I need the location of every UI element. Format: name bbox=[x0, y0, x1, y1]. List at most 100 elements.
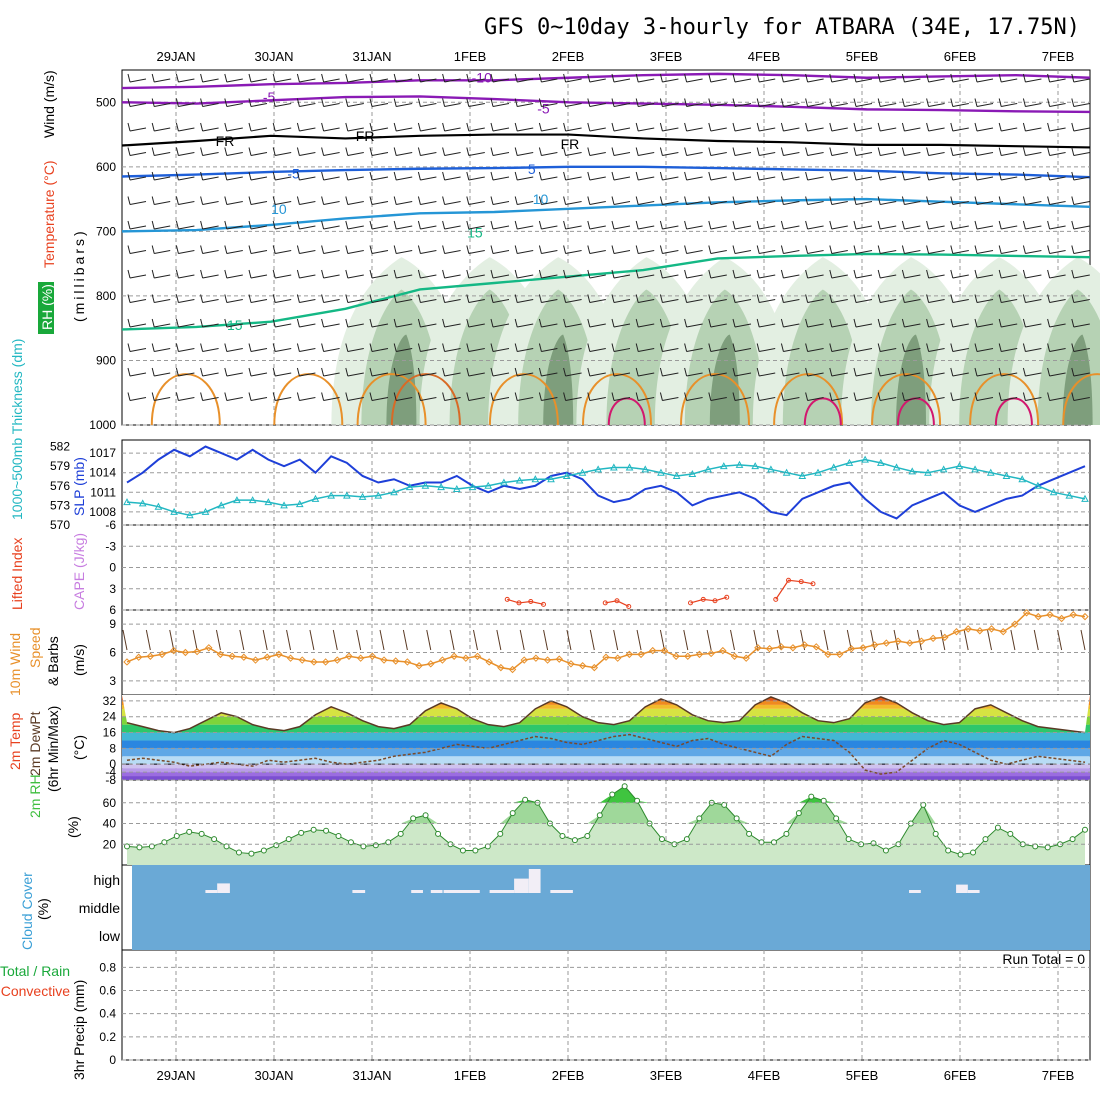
wind-barb bbox=[659, 245, 679, 254]
rh-marker bbox=[248, 850, 255, 857]
rh-marker bbox=[945, 847, 952, 854]
wind-barb bbox=[466, 294, 485, 303]
wind-barb bbox=[369, 196, 389, 205]
wind-barb bbox=[974, 294, 994, 303]
rh-marker bbox=[733, 815, 740, 822]
rh-marker bbox=[882, 847, 889, 854]
thickness-marker bbox=[955, 462, 964, 470]
wind-barb bbox=[974, 147, 994, 156]
wind-barb bbox=[442, 73, 461, 83]
wind-barb bbox=[926, 122, 945, 132]
wind-barb bbox=[151, 73, 171, 83]
wind-barb bbox=[756, 171, 776, 181]
cloud-high-bar bbox=[514, 878, 529, 893]
wind-barb bbox=[829, 147, 848, 156]
wind-barb bbox=[248, 171, 268, 181]
wind-barb bbox=[393, 196, 413, 205]
wind-barb bbox=[853, 245, 873, 254]
wind-barb bbox=[538, 318, 558, 328]
rh-marker bbox=[472, 847, 479, 854]
wind-barb bbox=[321, 367, 340, 377]
wind-barb bbox=[853, 318, 873, 328]
wind-barb bbox=[1047, 318, 1066, 328]
rh-marker bbox=[211, 836, 218, 843]
wind-barb bbox=[780, 171, 800, 181]
wind-barb bbox=[829, 73, 848, 83]
wind-speed-line bbox=[126, 611, 1086, 671]
rh-marker bbox=[584, 832, 591, 839]
surface-wind-barb bbox=[636, 629, 642, 651]
surface-wind-barb bbox=[1080, 629, 1086, 651]
wind-barb bbox=[490, 294, 510, 303]
wind-barb bbox=[901, 196, 921, 205]
wind-barb bbox=[1047, 73, 1066, 83]
wind-barb bbox=[926, 294, 945, 303]
wind-barb bbox=[296, 245, 316, 254]
wind-barb bbox=[853, 122, 873, 132]
wind-barb bbox=[224, 318, 243, 328]
wind-barb bbox=[708, 196, 727, 205]
wind-barb bbox=[321, 220, 340, 230]
thickness-tick: 582 bbox=[50, 440, 70, 454]
wind-barb bbox=[635, 147, 655, 156]
slp-tick: 1008 bbox=[89, 505, 116, 519]
wind-barb bbox=[901, 367, 921, 377]
wind-barb bbox=[998, 367, 1018, 377]
wind-speed-marker bbox=[485, 658, 493, 666]
wind-barb bbox=[780, 392, 800, 401]
wind-barb bbox=[1047, 367, 1066, 377]
wind-barb bbox=[732, 269, 752, 279]
wind-barb bbox=[442, 343, 461, 352]
wind-barb bbox=[998, 122, 1018, 132]
wind-barb bbox=[877, 392, 897, 401]
wind-barb bbox=[829, 171, 848, 181]
wind-barb bbox=[998, 294, 1018, 303]
wind-barb bbox=[248, 220, 268, 230]
wind-barb bbox=[175, 147, 195, 156]
surface-wind-barb bbox=[286, 629, 292, 651]
cloud-high-bar bbox=[217, 883, 230, 893]
wind-barb bbox=[127, 343, 147, 352]
wind-barb bbox=[1047, 147, 1066, 156]
rh-marker bbox=[497, 830, 504, 837]
wind-barb bbox=[708, 367, 727, 377]
wind-barb bbox=[829, 269, 848, 279]
wind-barb bbox=[127, 122, 147, 132]
wind-barb bbox=[127, 245, 147, 254]
wind-speed-marker bbox=[625, 650, 634, 659]
wind-barb bbox=[151, 220, 171, 230]
wind-barb bbox=[780, 73, 800, 83]
lifted-index-marker bbox=[688, 600, 693, 606]
wind-barb bbox=[127, 171, 147, 181]
wind-barb bbox=[659, 196, 679, 205]
wind-barb bbox=[272, 196, 292, 205]
thickness-marker bbox=[1002, 471, 1011, 479]
wind-barb bbox=[805, 294, 824, 303]
wind-barb bbox=[1022, 294, 1042, 303]
temp-label-2: 2m DewPt bbox=[27, 711, 43, 776]
thickness-line bbox=[126, 458, 1086, 516]
lifted-index-marker bbox=[516, 600, 522, 606]
wind-barb bbox=[1022, 392, 1042, 401]
wind-barb bbox=[974, 171, 994, 181]
wind-speed-marker bbox=[976, 627, 984, 635]
precip-tick: 0.2 bbox=[99, 1030, 116, 1044]
wind-speed-marker bbox=[1069, 611, 1078, 619]
wind-barb bbox=[393, 367, 413, 377]
wind-barb bbox=[1022, 245, 1042, 254]
wind-speed-marker bbox=[637, 650, 645, 659]
contour-label: 10 bbox=[271, 201, 287, 217]
wind-barb bbox=[877, 294, 897, 303]
wind-barb bbox=[901, 318, 921, 328]
wind-barb bbox=[345, 245, 364, 254]
cape-tick: -3 bbox=[105, 539, 116, 553]
cloud-high-bar bbox=[909, 890, 921, 893]
wind-barb bbox=[466, 343, 485, 352]
cloud-high-bar bbox=[489, 890, 515, 893]
wind-barb bbox=[877, 147, 897, 156]
wind-speed-marker bbox=[415, 662, 423, 670]
wind-barb bbox=[950, 294, 969, 303]
wind-speed-marker bbox=[964, 625, 972, 633]
wind-barb bbox=[1047, 196, 1066, 205]
pressure-tick: 1000 bbox=[89, 418, 116, 432]
